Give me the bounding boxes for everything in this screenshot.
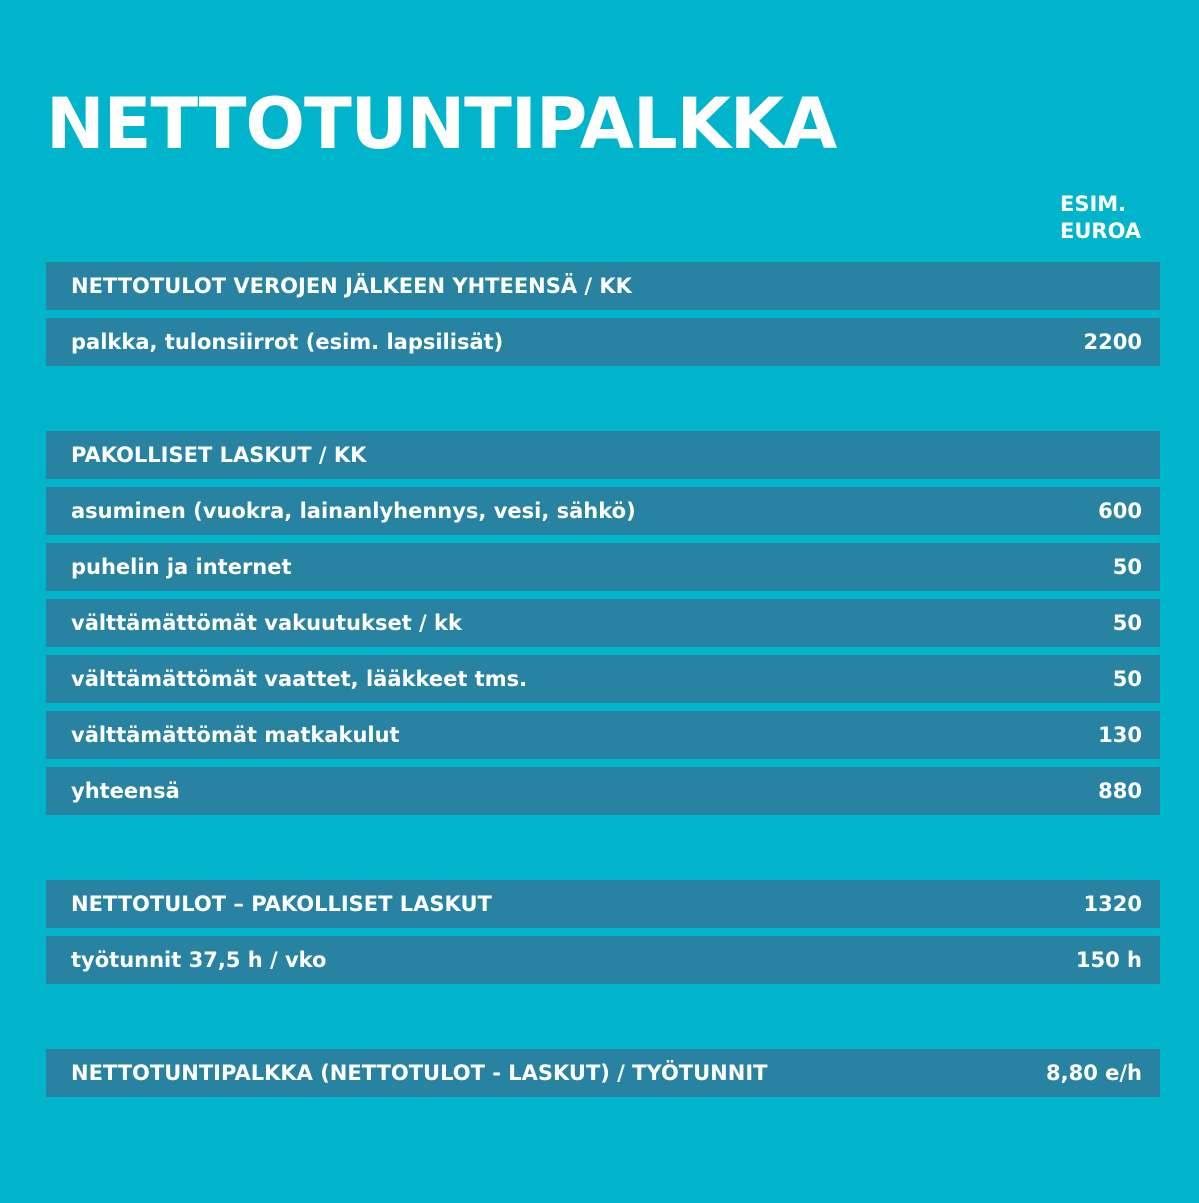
- section-header-net-income: NETTOTULOT VEROJEN JÄLKEEN YHTEENSÄ / KK: [46, 262, 1160, 310]
- row-label: välttämättömät matkakulut: [71, 723, 400, 747]
- row-value: 130: [1098, 723, 1142, 747]
- row-value: 50: [1112, 555, 1142, 579]
- row-value: 2200: [1083, 330, 1142, 354]
- table-row-salary: palkka, tulonsiirrot (esim. lapsilisät) …: [46, 318, 1160, 366]
- row-value: 1320: [1083, 892, 1142, 916]
- section-header-net-minus-bills: NETTOTULOT – PAKOLLISET LASKUT 1320: [46, 880, 1160, 928]
- row-label: NETTOTUNTIPALKKA (NETTOTULOT - LASKUT) /…: [71, 1061, 768, 1085]
- row-label: palkka, tulonsiirrot (esim. lapsilisät): [71, 330, 504, 354]
- table-row-total: yhteensä 880: [46, 767, 1160, 815]
- section-header-mandatory-bills: PAKOLLISET LASKUT / KK: [46, 431, 1160, 479]
- table-row-clothes-medicine: välttämättömät vaattet, lääkkeet tms. 50: [46, 655, 1160, 703]
- row-label: välttämättömät vaattet, lääkkeet tms.: [71, 667, 528, 691]
- table-row-insurance: välttämättömät vakuutukset / kk 50: [46, 599, 1160, 647]
- row-label: yhteensä: [71, 779, 180, 803]
- table-row-phone-internet: puhelin ja internet 50: [46, 543, 1160, 591]
- section-header-net-hourly-wage: NETTOTUNTIPALKKA (NETTOTULOT - LASKUT) /…: [46, 1049, 1160, 1097]
- row-value: 50: [1112, 667, 1142, 691]
- row-value: 150 h: [1075, 948, 1142, 972]
- row-label: asuminen (vuokra, lainanlyhennys, vesi, …: [71, 499, 636, 523]
- column-header-example-euros: ESIM. EUROA: [1060, 192, 1142, 243]
- row-label: välttämättömät vakuutukset / kk: [71, 611, 462, 635]
- table-row-work-hours: työtunnit 37,5 h / vko 150 h: [46, 936, 1160, 984]
- row-value: 50: [1112, 611, 1142, 635]
- table-row-travel: välttämättömät matkakulut 130: [46, 711, 1160, 759]
- row-value: 600: [1098, 499, 1142, 523]
- row-value: 8,80 e/h: [1046, 1061, 1142, 1085]
- row-label: työtunnit 37,5 h / vko: [71, 948, 327, 972]
- row-label: NETTOTULOT VEROJEN JÄLKEEN YHTEENSÄ / KK: [71, 274, 632, 298]
- row-label: NETTOTULOT – PAKOLLISET LASKUT: [71, 892, 492, 916]
- row-label: puhelin ja internet: [71, 555, 292, 579]
- page-title: NETTOTUNTIPALKKA: [46, 83, 837, 165]
- table-row-housing: asuminen (vuokra, lainanlyhennys, vesi, …: [46, 487, 1160, 535]
- row-label: PAKOLLISET LASKUT / KK: [71, 443, 367, 467]
- row-value: 880: [1098, 779, 1142, 803]
